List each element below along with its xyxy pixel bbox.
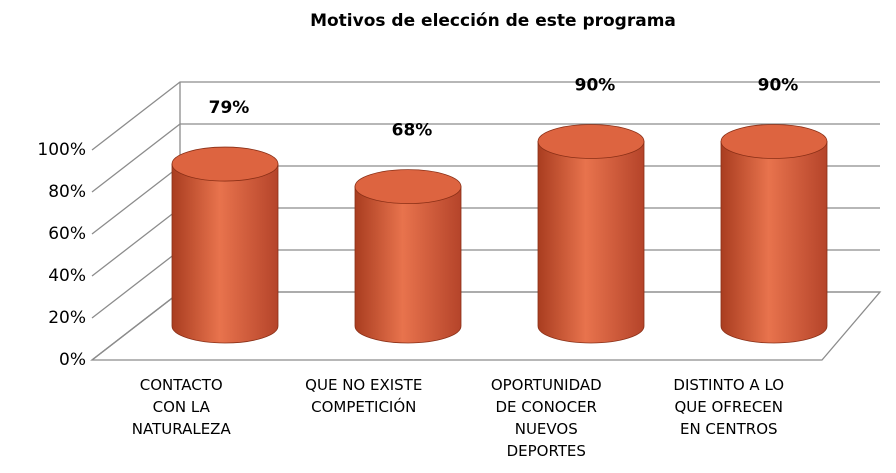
y-tick-label: 100% [37,140,86,160]
x-tick-label-line: CON LA [153,398,211,416]
value-label: 90% [758,76,799,96]
cylinder-top [171,146,279,182]
y-tick-label: 40% [48,266,86,286]
cylinder-body [354,186,462,344]
x-tick-label-line: QUE NO EXISTE [305,376,422,394]
grid-line [91,81,880,151]
x-tick-label-line: DE CONOCER [496,398,597,416]
x-tick-label-line: OPORTUNIDAD [491,376,602,394]
cylinder-top [720,124,828,159]
x-tick-label: OPORTUNIDAD DE CONOCER NUEVOS DEPORTES [491,376,602,460]
cylinder [171,146,279,344]
y-tick-label: 0% [59,350,86,370]
x-tick-label-line: COMPETICIÓN [311,397,416,416]
x-tick-label-line: CONTACTO [140,376,223,394]
x-tick-label: DISTINTO A LO QUE OFRECEN EN CENTROS [673,376,784,438]
cylinder-top [537,124,645,159]
grid-line [91,123,880,193]
value-label: 79% [209,98,250,118]
x-tick-label: QUE NO EXISTE COMPETICIÓN [305,376,422,416]
x-tick-label-line: DISTINTO A LO [673,376,784,394]
y-tick-label: 60% [48,224,86,244]
cylinder [720,124,828,344]
y-tick-label: 80% [48,182,86,202]
cylinder-top [354,169,462,205]
cylinder [354,169,462,344]
value-label: 68% [392,121,433,141]
cylinder-body [720,141,828,344]
cylinder-body [171,163,279,344]
x-tick-label-line: EN CENTROS [680,420,778,438]
cylinder-body [537,141,645,344]
x-tick-label-line: DEPORTES [507,442,586,460]
x-tick-label-line: QUE OFRECEN [674,398,783,416]
x-tick-label-line: NATURALEZA [132,420,232,438]
back-wall-left-edge [91,82,181,361]
x-tick-label: CONTACTO CON LA NATURALEZA [132,376,232,438]
value-label: 90% [575,76,616,96]
chart-title: Motivos de elección de este programa [310,11,676,31]
cylinder [537,124,645,344]
x-tick-label-line: NUEVOS [515,420,578,438]
y-tick-label: 20% [48,308,86,328]
